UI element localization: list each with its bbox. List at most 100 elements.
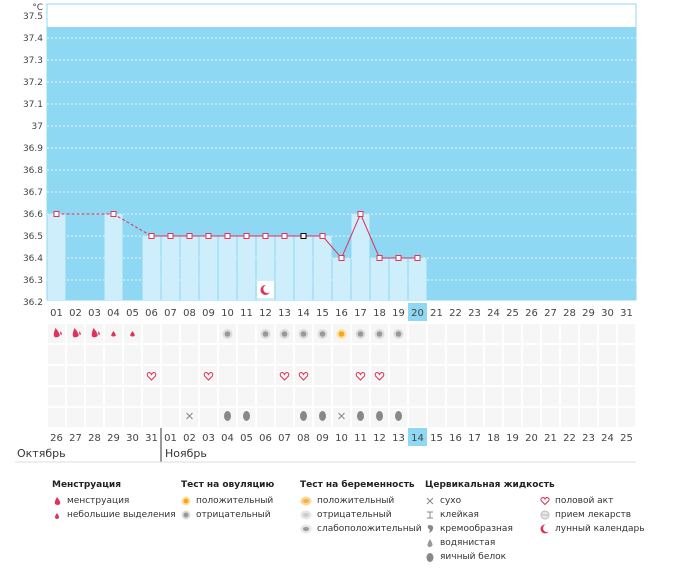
grid-cell: [105, 387, 122, 406]
creamy-icon: [427, 524, 434, 533]
grid-cell: [561, 366, 578, 385]
grid-cell: [428, 324, 445, 343]
temp-point: [262, 233, 269, 239]
grid-cell: [542, 387, 559, 406]
grid-cell: [428, 387, 445, 406]
temp-bar: [180, 236, 199, 300]
legend-item: водянистая: [425, 536, 555, 550]
grid-cell: [542, 324, 559, 343]
grid-cell: [504, 345, 521, 364]
grid-cell: [124, 408, 141, 427]
pregnancy-positive-icon: [300, 496, 312, 505]
grid-cell: [257, 366, 274, 385]
legend-item: сухо: [425, 494, 555, 508]
grid-cell: [523, 408, 540, 427]
y-tick-label: 37.5: [23, 12, 43, 22]
calendar-date-label: 21: [544, 433, 557, 444]
grid-cell: [219, 345, 236, 364]
cycle-day-label: 19: [392, 308, 405, 319]
cycle-day-label: 20: [411, 308, 424, 319]
temp-point: [167, 233, 174, 239]
temp-bar: [161, 236, 180, 300]
grid-cell: [504, 387, 521, 406]
calendar-date-label: 12: [373, 433, 386, 444]
y-tick-label: 36.8: [23, 166, 43, 176]
egg-white-icon: [300, 411, 307, 421]
ovulation-positive-icon: [336, 329, 347, 339]
grid-cell: [124, 366, 141, 385]
grid-cell: [257, 345, 274, 364]
legend-item: прием лекарств: [540, 508, 645, 522]
grid-cell: [238, 387, 255, 406]
grid-cell: [618, 387, 635, 406]
cycle-day-label: 07: [164, 308, 177, 319]
calendar-date-label: 19: [506, 433, 519, 444]
grid-cell: [561, 408, 578, 427]
grid-cell: [561, 324, 578, 343]
ovulation-negative-icon: [393, 329, 404, 339]
temp-line-segment: [341, 213, 361, 259]
calendar-date-label: 03: [202, 433, 215, 444]
calendar-date-label: 30: [126, 433, 139, 444]
cycle-day-label: 05: [126, 308, 139, 319]
grid-cell: [618, 324, 635, 343]
legend-item: слабоположительный: [300, 522, 422, 536]
grid-cell: [181, 345, 198, 364]
grid-cell: [371, 345, 388, 364]
grid-cell: [48, 345, 65, 364]
y-tick-label: 37.3: [23, 56, 43, 66]
egg-white-icon: [357, 411, 364, 421]
grid-cell: [390, 387, 407, 406]
dry-icon: [338, 412, 345, 420]
drop-small-icon: [55, 512, 59, 519]
y-tick-label: 37.2: [23, 78, 43, 88]
y-tick-label: 37: [32, 122, 43, 132]
temp-point: [224, 233, 231, 239]
calendar-date-label: 07: [278, 433, 291, 444]
grid-cell: [485, 345, 502, 364]
calendar-date-label: 10: [335, 433, 348, 444]
grid-cell: [162, 366, 179, 385]
temp-bar: [218, 236, 237, 300]
y-tick-label: 37.4: [23, 34, 43, 44]
ovulation-negative-icon: [374, 329, 385, 339]
cycle-day-label: 02: [69, 308, 82, 319]
grid-cell: [561, 345, 578, 364]
grid-cell: [485, 366, 502, 385]
calendar-date-label: 24: [601, 433, 614, 444]
grid-cell: [257, 408, 274, 427]
grid-cell: [86, 408, 103, 427]
temp-point: [414, 255, 421, 261]
temp-point: [243, 233, 250, 239]
temp-bar: [47, 214, 66, 300]
grid-cell: [276, 408, 293, 427]
grid-cell: [162, 408, 179, 427]
calendar-date-label: 04: [221, 433, 234, 444]
calendar-date-label: 31: [145, 433, 158, 444]
cycle-day-label: 26: [525, 308, 538, 319]
grid-cell: [561, 387, 578, 406]
grid-cell: [599, 345, 616, 364]
grid-cell: [504, 408, 521, 427]
grid-cell: [523, 345, 540, 364]
legend-item: положительный: [181, 494, 274, 508]
cycle-day-label: 18: [373, 308, 386, 319]
calendar-date-label: 26: [50, 433, 63, 444]
cycle-day-label: 16: [335, 308, 348, 319]
temp-point: [300, 233, 307, 239]
legend-item: клейкая: [425, 508, 555, 522]
temp-bar: [332, 258, 351, 300]
watery-icon: [427, 538, 433, 547]
temp-bar: [142, 236, 161, 300]
temp-bar: [104, 214, 123, 300]
cycle-day-label: 13: [278, 308, 291, 319]
legend-title: Тест на овуляцию: [181, 480, 275, 490]
ovulation-negative-icon: [222, 329, 233, 339]
grid-cell: [523, 324, 540, 343]
legend-other: половой акт прием лекарств лунный календ…: [540, 494, 645, 536]
egg-white-icon: [395, 411, 402, 421]
pregnancy-negative-icon: [300, 510, 312, 519]
grid-cell: [333, 387, 350, 406]
temp-bar: [237, 236, 256, 300]
legend-item: менструация: [52, 494, 176, 508]
